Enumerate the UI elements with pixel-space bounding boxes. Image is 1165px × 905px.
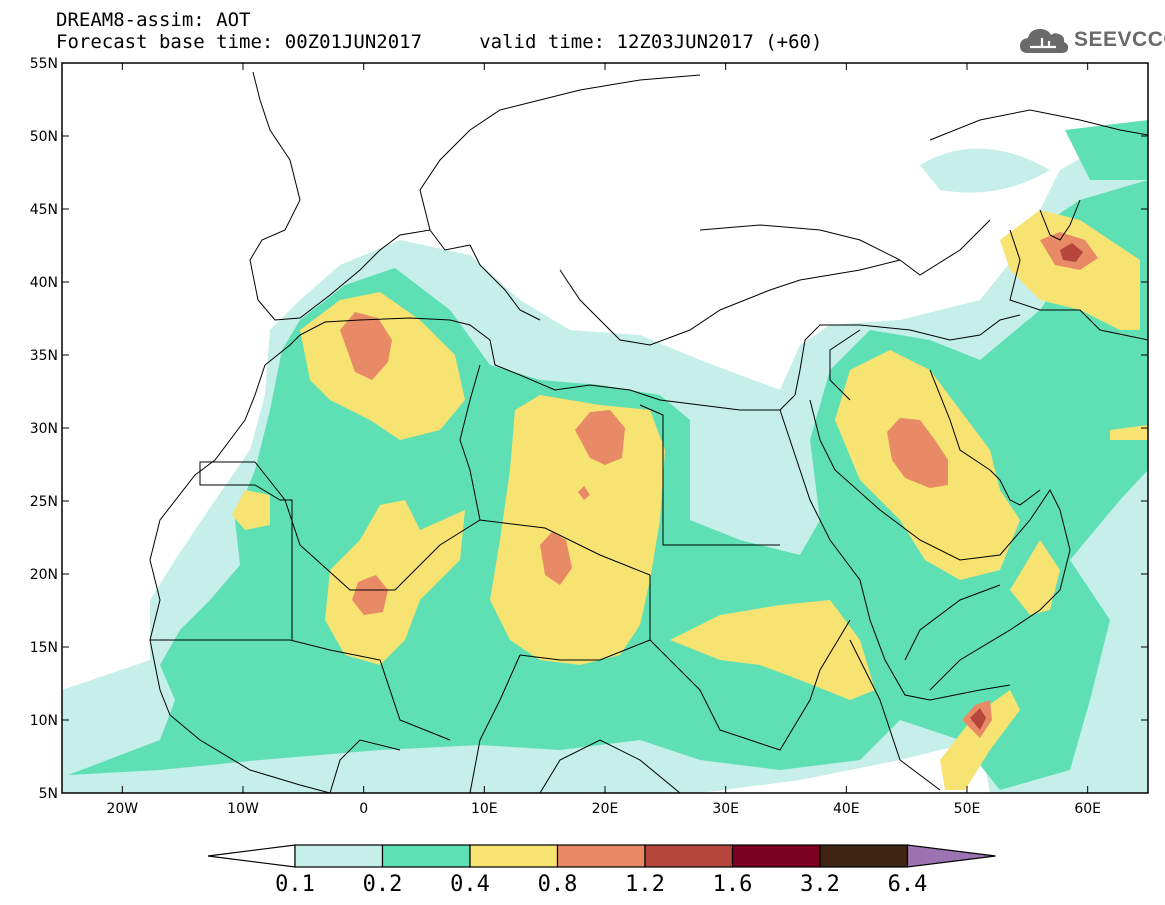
longitude-axis: 20W 10W 0 10E 20E 30E 40E 50E 60E [106, 63, 1101, 817]
colorbar-under-arrow [207, 844, 296, 868]
colorbar-segment [731, 844, 821, 868]
lon-tick-label: 50E [954, 801, 981, 817]
lon-tick-label: 60E [1074, 801, 1101, 817]
seevccc-logo: SEEVCCC [1018, 22, 1165, 58]
aot-colorbar: 0.1 0.2 0.4 0.8 1.2 1.6 3.2 6.4 [207, 844, 996, 897]
lat-tick-label: 20N [30, 567, 58, 583]
colorbar-label: 0.1 [275, 872, 315, 897]
colorbar-segment [381, 844, 471, 868]
colorbar-segment [556, 844, 646, 868]
colorbar-segment [819, 844, 909, 868]
coastlines-and-borders [149, 71, 1148, 793]
lon-tick-label: 20E [592, 801, 619, 817]
colorbar-label: 1.6 [713, 872, 753, 897]
colorbar-segment [469, 844, 559, 868]
lon-tick-label: 0 [359, 801, 368, 817]
lat-tick-label: 25N [30, 494, 58, 510]
colorbar-segment [294, 844, 384, 868]
logo-text: SEEVCCC [1074, 28, 1165, 51]
lat-tick-label: 5N [39, 786, 58, 802]
aot-field-1.2 [970, 243, 1083, 730]
colorbar-segment [644, 844, 734, 868]
lat-tick-label: 35N [30, 348, 58, 364]
lon-tick-label: 20W [106, 801, 138, 817]
lat-tick-label: 45N [30, 202, 58, 218]
lat-tick-label: 15N [30, 640, 58, 656]
lon-tick-label: 30E [712, 801, 739, 817]
colorbar-label: 0.8 [538, 872, 578, 897]
colorbar-label: 0.4 [450, 872, 490, 897]
lon-tick-label: 10W [227, 801, 259, 817]
colorbar-label: 6.4 [888, 872, 928, 897]
latitude-axis: 55N 50N 45N 40N 35N 30N 25N 20N 15N 10N 5N [30, 56, 1148, 802]
lat-tick-label: 55N [30, 56, 58, 72]
lon-tick-label: 10E [471, 801, 498, 817]
lon-tick-label: 40E [833, 801, 860, 817]
lat-tick-label: 10N [30, 713, 58, 729]
map-title: DREAM8-assim: AOT [56, 9, 251, 31]
colorbar-label: 3.2 [800, 872, 840, 897]
colorbar-label: 0.2 [363, 872, 403, 897]
colorbar-over-arrow [906, 844, 996, 868]
cloud-icon [1020, 29, 1069, 53]
colorbar-label: 1.2 [625, 872, 665, 897]
lat-tick-label: 40N [30, 275, 58, 291]
lat-tick-label: 30N [30, 421, 58, 437]
map-panel [62, 63, 1148, 793]
map-subtitle: Forecast base time: 00Z01JUN2017 valid t… [56, 31, 823, 53]
lat-tick-label: 50N [30, 129, 58, 145]
